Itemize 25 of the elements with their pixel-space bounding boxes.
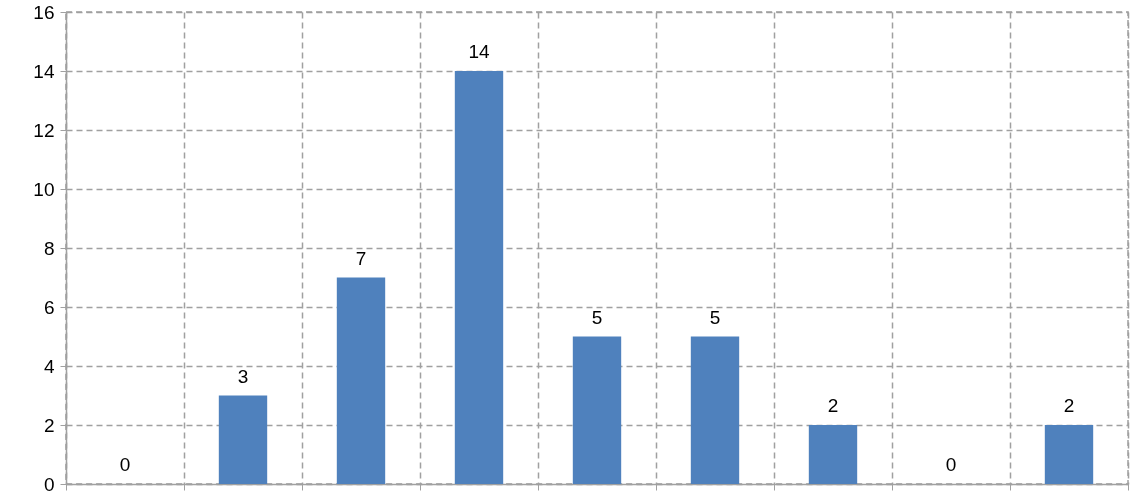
y-tick-label: 4	[43, 355, 55, 377]
bar	[690, 336, 740, 484]
bar	[336, 277, 386, 484]
y-tick-label: 14	[33, 60, 55, 82]
data-label: 5	[591, 306, 603, 328]
y-tick-label: 6	[43, 296, 55, 318]
data-label: 14	[468, 41, 490, 62]
bar	[218, 395, 268, 484]
bar	[1044, 425, 1094, 484]
y-tick-label: 12	[33, 119, 55, 141]
bar	[808, 425, 858, 484]
data-label: 5	[709, 306, 721, 328]
data-label: 3	[237, 365, 249, 387]
data-label: 0	[945, 454, 957, 475]
y-tick-label: 0	[43, 473, 55, 495]
bar	[454, 71, 504, 484]
y-tick-label: 8	[43, 237, 55, 259]
data-label: 2	[827, 395, 839, 416]
data-label: 7	[355, 247, 367, 269]
y-tick-label: 2	[43, 414, 55, 436]
bar	[572, 336, 622, 484]
y-tick-label: 10	[33, 178, 55, 200]
y-tick-label: 16	[33, 1, 55, 23]
data-label: 0	[119, 454, 131, 475]
data-label: 2	[1063, 395, 1075, 416]
